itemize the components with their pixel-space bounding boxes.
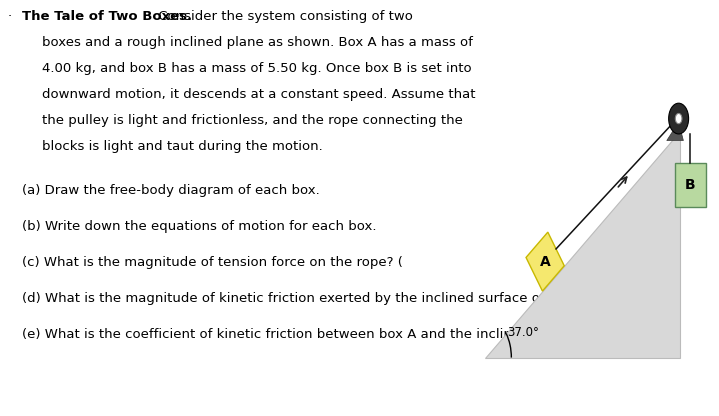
Text: Consider the system consisting of two: Consider the system consisting of two [154,10,413,23]
Polygon shape [485,131,680,358]
Circle shape [669,103,689,134]
Text: blocks is light and taut during the motion.: blocks is light and taut during the moti… [42,140,323,153]
Bar [675,163,706,207]
Text: 37.0°: 37.0° [508,326,539,339]
Polygon shape [667,122,683,141]
Text: (b) Write down the equations of motion for each box.: (b) Write down the equations of motion f… [22,220,377,233]
Text: the pulley is light and frictionless, and the rope connecting the: the pulley is light and frictionless, an… [42,114,463,127]
Text: (d) What is the magnitude of kinetic friction exerted by the inclined surface on: (d) What is the magnitude of kinetic fri… [22,292,606,305]
Text: (a) Draw the free-body diagram of each box.: (a) Draw the free-body diagram of each b… [22,184,320,197]
Text: (c) What is the magnitude of tension force on the rope? (: (c) What is the magnitude of tension for… [22,256,403,269]
Text: A: A [540,255,551,269]
Text: ·: · [8,10,12,23]
Text: boxes and a rough inclined plane as shown. Box A has a mass of: boxes and a rough inclined plane as show… [42,36,473,49]
Text: downward motion, it descends at a constant speed. Assume that: downward motion, it descends at a consta… [42,88,475,101]
Text: B: B [685,178,696,192]
Text: (e) What is the coefficient of kinetic friction between box A and the inclined s: (e) What is the coefficient of kinetic f… [22,328,598,341]
Polygon shape [526,232,564,291]
Text: 4.00 kg, and box B has a mass of 5.50 kg. Once box B is set into: 4.00 kg, and box B has a mass of 5.50 kg… [42,62,472,75]
Text: The Tale of Two Boxes.: The Tale of Two Boxes. [22,10,192,23]
Circle shape [675,114,682,124]
